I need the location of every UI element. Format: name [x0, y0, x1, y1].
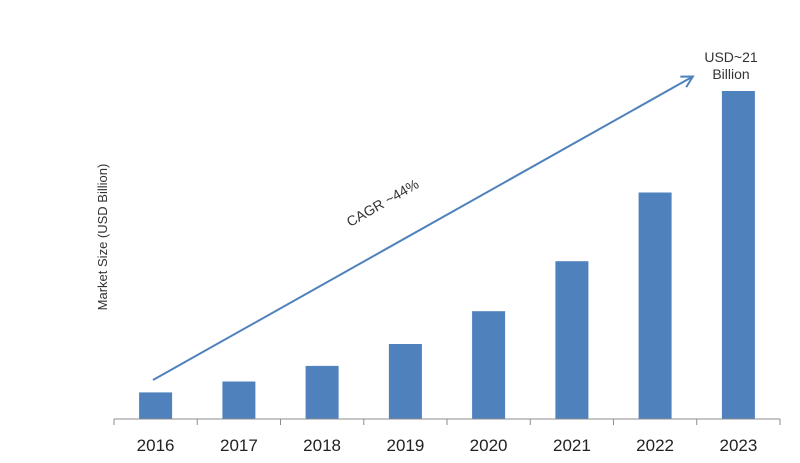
bar-2021 [555, 261, 589, 419]
cagr-trend-arrow [152, 77, 692, 381]
end-value-annotation-line2: Billion [712, 66, 749, 82]
x-tick-label: 2021 [553, 436, 591, 455]
x-tick-label: 2020 [470, 436, 508, 455]
x-tick-label: 2022 [636, 436, 674, 455]
bar-2022 [638, 192, 672, 419]
x-tick-label: 2017 [220, 436, 258, 455]
bars [139, 91, 755, 419]
bar-2018 [305, 365, 339, 419]
x-tick-label: 2018 [303, 436, 341, 455]
bar-2017 [222, 381, 256, 419]
x-tick-label: 2023 [719, 436, 757, 455]
bar-2020 [472, 311, 506, 419]
x-tick-label: 2019 [386, 436, 424, 455]
bar-2019 [388, 344, 422, 419]
bar-2016 [139, 392, 173, 419]
y-axis-label: Market Size (USD Billion) [95, 164, 110, 311]
x-tick-label: 2016 [137, 436, 175, 455]
bar-2023 [721, 91, 755, 419]
cagr-annotation: CAGR ~44% [344, 176, 422, 230]
x-axis: 2016 2017 2018 2019 2020 2021 2022 2023 [113, 418, 781, 455]
end-value-annotation-line1: USD~21 [704, 49, 758, 65]
